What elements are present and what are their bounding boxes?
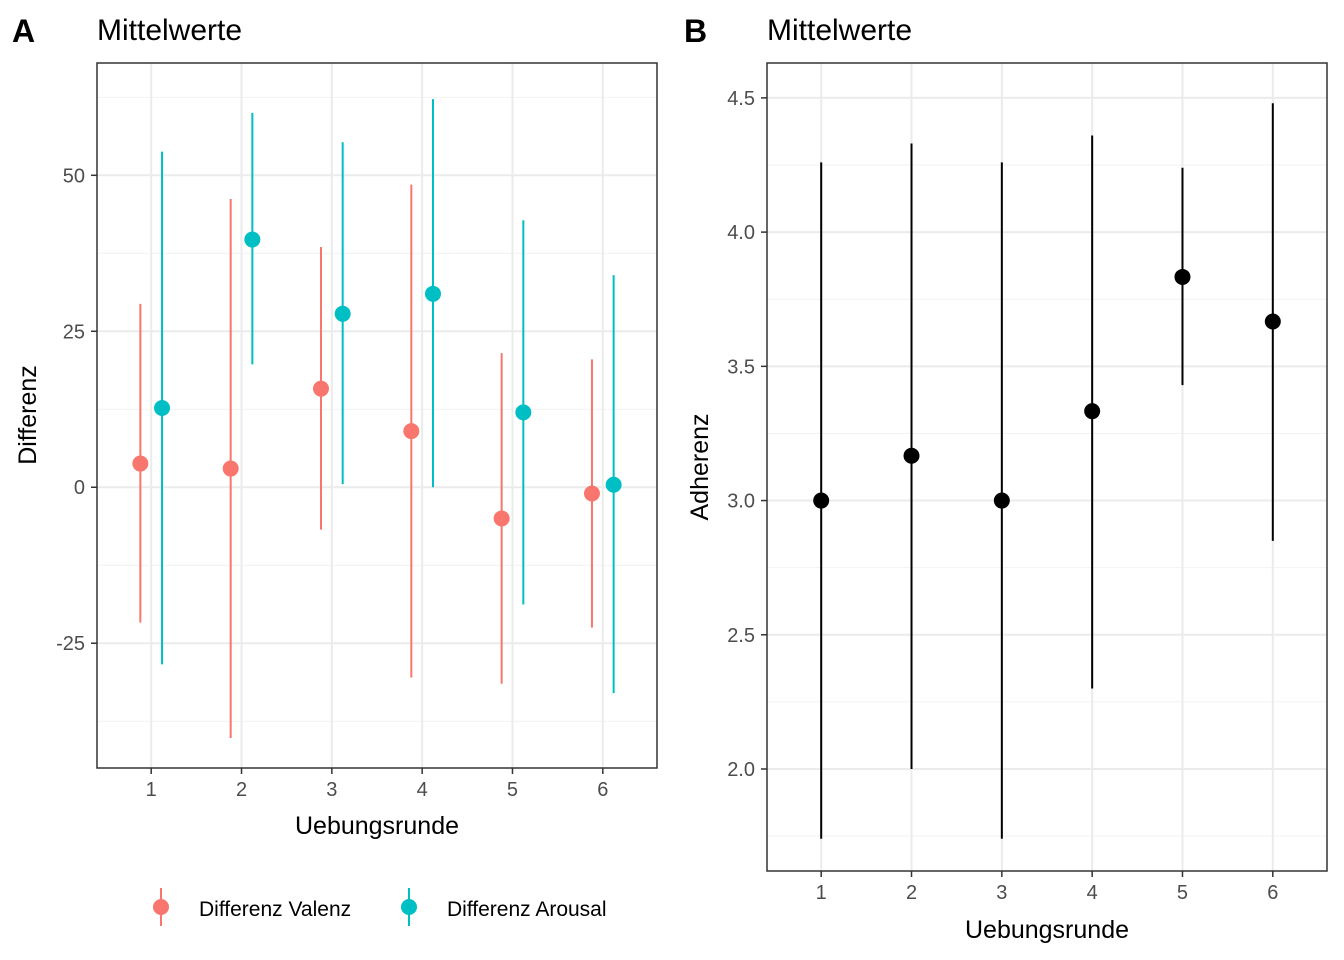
data-point: [813, 492, 830, 509]
legend-arousal-label: Differenz Arousal: [447, 898, 607, 921]
panel-b-tag: B: [684, 13, 707, 49]
panel-b-error-bars: [820, 103, 1274, 839]
x-tick-label: 5: [507, 779, 518, 801]
data-point: [903, 447, 920, 464]
legend-arousal-point-key: [401, 899, 417, 915]
legend: Differenz Valenz Differenz Arousal: [153, 888, 607, 926]
panel-b-x-axis-label: Uebungsrunde: [965, 916, 1129, 944]
panel-a-y-axis-label: Differenz: [14, 365, 42, 465]
data-point: [1174, 268, 1191, 285]
y-tick-label: 2.0: [727, 759, 755, 781]
data-point: [313, 380, 329, 397]
y-tick-label: 3.0: [727, 491, 755, 513]
x-tick-label: 4: [1087, 882, 1098, 904]
panel-b-minor-gridlines: [767, 164, 1327, 837]
panel-a: A Mittelwerte -25 0 25 50 1 2 3 4 5 6 Uebungsrun…: [12, 13, 658, 840]
data-point: [132, 455, 149, 472]
data-point: [493, 510, 510, 527]
legend-item-arousal: Differenz Arousal: [401, 888, 607, 926]
x-tick-label: 6: [1267, 882, 1278, 904]
y-tick-label: 50: [63, 165, 85, 187]
panel-a-tag: A: [12, 13, 35, 49]
panel-b-points: [813, 268, 1281, 509]
legend-item-valenz: Differenz Valenz: [153, 888, 351, 926]
data-point: [425, 285, 441, 302]
panel-b-y-ticks: 2.0 2.5 3.0 3.5 4.0 4.5: [727, 88, 767, 781]
x-tick-label: 1: [816, 882, 827, 904]
x-tick-label: 2: [236, 779, 247, 801]
x-tick-label: 4: [417, 779, 428, 801]
y-tick-label: 4.0: [727, 222, 755, 244]
data-point: [154, 400, 171, 417]
y-tick-label: 25: [63, 321, 85, 343]
data-point: [334, 305, 351, 322]
data-point: [222, 460, 239, 477]
panel-a-major-gridlines: [97, 63, 657, 768]
x-tick-label: 6: [597, 779, 608, 801]
data-point: [1084, 403, 1101, 420]
panel-b-major-gridlines: [767, 63, 1327, 871]
x-tick-label: 3: [326, 779, 337, 801]
panel-a-y-ticks: -25 0 25 50: [56, 165, 97, 655]
panel-a-border: [96, 62, 658, 769]
data-point: [583, 485, 600, 502]
x-tick-label: 3: [996, 882, 1007, 904]
panel-b-title: Mittelwerte: [767, 14, 912, 47]
data-point: [993, 492, 1010, 509]
panel-a-minor-gridlines: [97, 96, 657, 722]
x-tick-label: 5: [1177, 882, 1188, 904]
panel-a-title: Mittelwerte: [97, 14, 242, 47]
y-tick-label: 2.5: [727, 625, 755, 647]
panel-a-points: [132, 231, 622, 527]
legend-valenz-point-key: [153, 899, 169, 915]
panel-b-y-axis-label: Adherenz: [686, 413, 714, 520]
y-tick-label: 3.5: [727, 356, 755, 378]
y-tick-label: 4.5: [727, 88, 755, 110]
panel-a-x-ticks: 1 2 3 4 5 6: [146, 768, 608, 801]
panel-a-x-axis-label: Uebungsrunde: [295, 812, 459, 840]
panel-b-border: [766, 62, 1328, 872]
x-tick-label: 1: [146, 779, 157, 801]
data-point: [515, 404, 532, 421]
y-tick-label: 0: [74, 477, 85, 499]
x-tick-label: 2: [906, 882, 917, 904]
legend-valenz-label: Differenz Valenz: [199, 898, 351, 921]
data-point: [244, 231, 261, 248]
data-point: [1264, 313, 1281, 330]
data-point: [605, 476, 622, 493]
panel-b-x-ticks: 1 2 3 4 5 6: [816, 871, 1278, 904]
data-point: [403, 423, 420, 440]
y-tick-label: -25: [56, 633, 85, 655]
